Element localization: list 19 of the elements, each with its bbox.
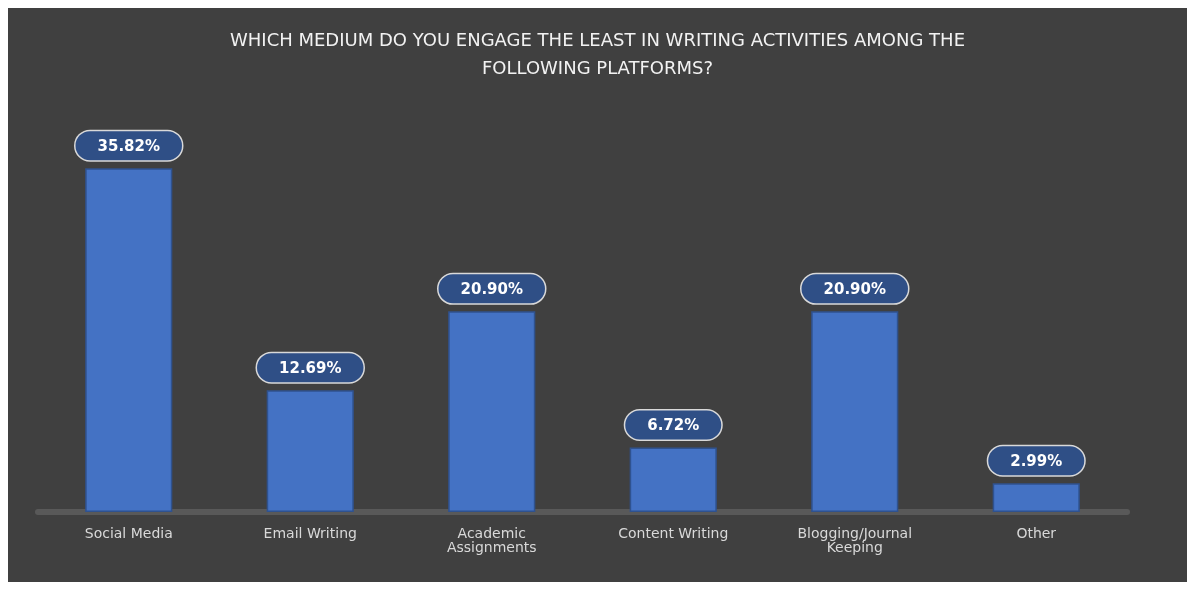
x-tick-label: Content Writing bbox=[618, 525, 729, 541]
data-label: 6.72% bbox=[647, 415, 700, 434]
x-tick-label: Blogging/Journal Keeping bbox=[797, 525, 913, 555]
bar bbox=[629, 447, 717, 512]
bar bbox=[811, 311, 899, 512]
x-tick-label: Email Writing bbox=[263, 525, 357, 541]
bar bbox=[992, 483, 1080, 512]
x-tick-label: Other bbox=[1016, 525, 1057, 541]
data-label: 20.90% bbox=[460, 279, 523, 298]
data-label: 20.90% bbox=[823, 279, 886, 298]
bar bbox=[266, 390, 354, 512]
x-tick-label: Academic Assignments bbox=[446, 525, 537, 555]
data-label: 12.69% bbox=[279, 358, 342, 377]
bar bbox=[85, 168, 173, 512]
data-label: 2.99% bbox=[1010, 451, 1063, 470]
data-label: 35.82% bbox=[97, 136, 160, 155]
bar bbox=[448, 311, 536, 512]
chart-title: WHICH MEDIUM DO YOU ENGAGE THE LEAST IN WRITING ACTIVITIES AMONG THE FOLLOWING PLATFORMS? bbox=[229, 28, 966, 78]
x-tick-label: Social Media bbox=[84, 525, 173, 541]
